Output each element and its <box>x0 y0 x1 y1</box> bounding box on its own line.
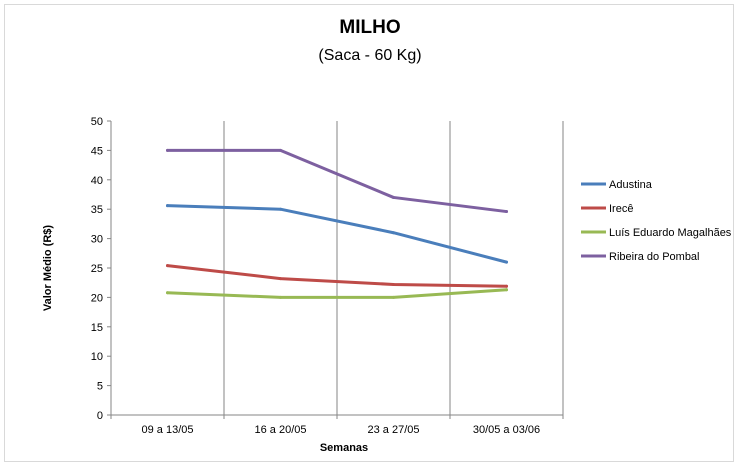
y-tick-label: 10 <box>91 351 103 363</box>
y-tick-label: 20 <box>91 292 103 304</box>
y-axis-title: Valor Médio (R$) <box>42 225 54 312</box>
x-tick-label: 23 a 27/05 <box>368 424 420 436</box>
series-line-irec- <box>166 264 508 288</box>
chart-title: MILHO <box>339 17 401 38</box>
axis-layer <box>107 120 564 419</box>
tick-labels: 0 5 10 15 20 25 30 35 40 45 50 09 a 13/05 16 a 20/05… <box>91 116 540 436</box>
y-tick-label: 40 <box>91 175 103 187</box>
data-point <box>392 282 395 286</box>
legend-label: Irecê <box>609 203 633 215</box>
y-tick-label: 5 <box>97 381 103 393</box>
y-tick-label: 35 <box>91 204 103 216</box>
y-tick-label: 0 <box>97 410 103 422</box>
y-tick-label: 50 <box>91 116 103 128</box>
data-point <box>505 210 508 214</box>
legend-label: Adustina <box>609 179 653 191</box>
data-point <box>279 295 282 299</box>
x-axis-title: Semanas <box>320 442 368 454</box>
data-point <box>166 291 169 295</box>
data-point <box>505 260 508 264</box>
y-tick-label: 25 <box>91 263 103 275</box>
data-point <box>279 148 282 152</box>
data-point <box>392 295 395 299</box>
y-tick-label: 45 <box>91 145 103 157</box>
data-point <box>392 231 395 235</box>
data-point <box>505 284 508 288</box>
legend-label: Luís Eduardo Magalhães <box>609 227 732 239</box>
series-line-adustina <box>166 204 508 264</box>
grid-layer <box>223 121 564 415</box>
series-layer <box>166 148 508 299</box>
data-point <box>279 277 282 281</box>
data-point <box>166 204 169 208</box>
data-point <box>279 207 282 211</box>
x-tick-label: 09 a 13/05 <box>142 424 194 436</box>
legend-label: Ribeira do Pombal <box>609 251 700 263</box>
data-point <box>505 288 508 292</box>
y-tick-label: 30 <box>91 234 103 246</box>
series-line-lu-s-eduardo-magalh-es <box>166 288 508 299</box>
series-line-ribeira-do-pombal <box>166 148 508 214</box>
x-tick-label: 16 a 20/05 <box>255 424 307 436</box>
data-point <box>166 148 169 152</box>
data-point <box>392 195 395 199</box>
x-tick-label: 30/05 a 03/06 <box>473 424 540 436</box>
legend: Adustina Irecê Luís Eduardo Magalhães Ribei… <box>581 179 732 263</box>
data-point <box>166 264 169 268</box>
chart-subtitle: (Saca - 60 Kg) <box>318 47 422 64</box>
y-tick-label: 15 <box>91 322 103 334</box>
chart-frame <box>4 4 734 462</box>
